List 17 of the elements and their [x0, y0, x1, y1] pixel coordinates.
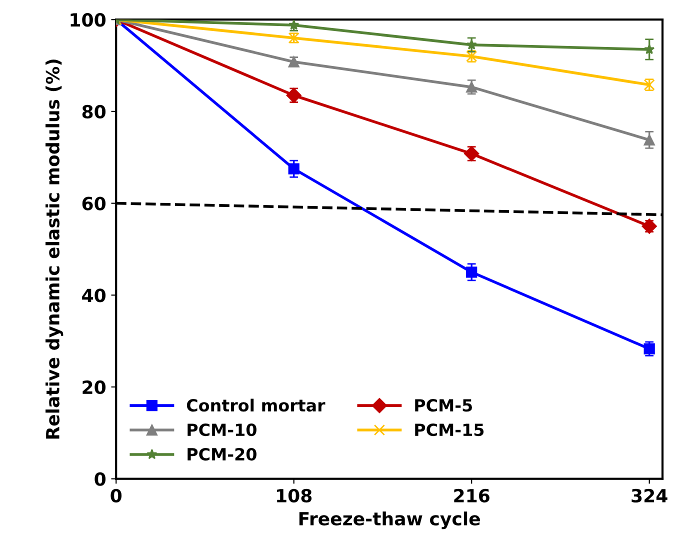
y-tick-label: 0 — [94, 472, 106, 486]
x-tick-label: 0 — [110, 488, 122, 502]
legend-label: PCM-10 — [188, 424, 256, 436]
y-tick-label: 20 — [82, 380, 106, 394]
y-tick-label: 100 — [70, 13, 106, 27]
x-tick-label: 324 — [632, 488, 668, 502]
x-tick-label: 216 — [454, 488, 490, 502]
x-axis-title: Freeze-thaw cycle — [299, 512, 480, 530]
y-tick-label: 60 — [82, 196, 106, 210]
y-tick-label: 40 — [82, 288, 106, 302]
legend-label: Control mortar — [186, 398, 326, 412]
legend-label: PCM-5 — [415, 399, 472, 412]
legend-label: PCM-15 — [415, 424, 484, 436]
y-tick-label: 80 — [82, 104, 106, 119]
legend-label: PCM-20 — [188, 448, 256, 461]
x-tick-label: 108 — [277, 488, 312, 502]
y-axis-title: Relative dynamic elastic modulus (%) — [46, 60, 64, 439]
